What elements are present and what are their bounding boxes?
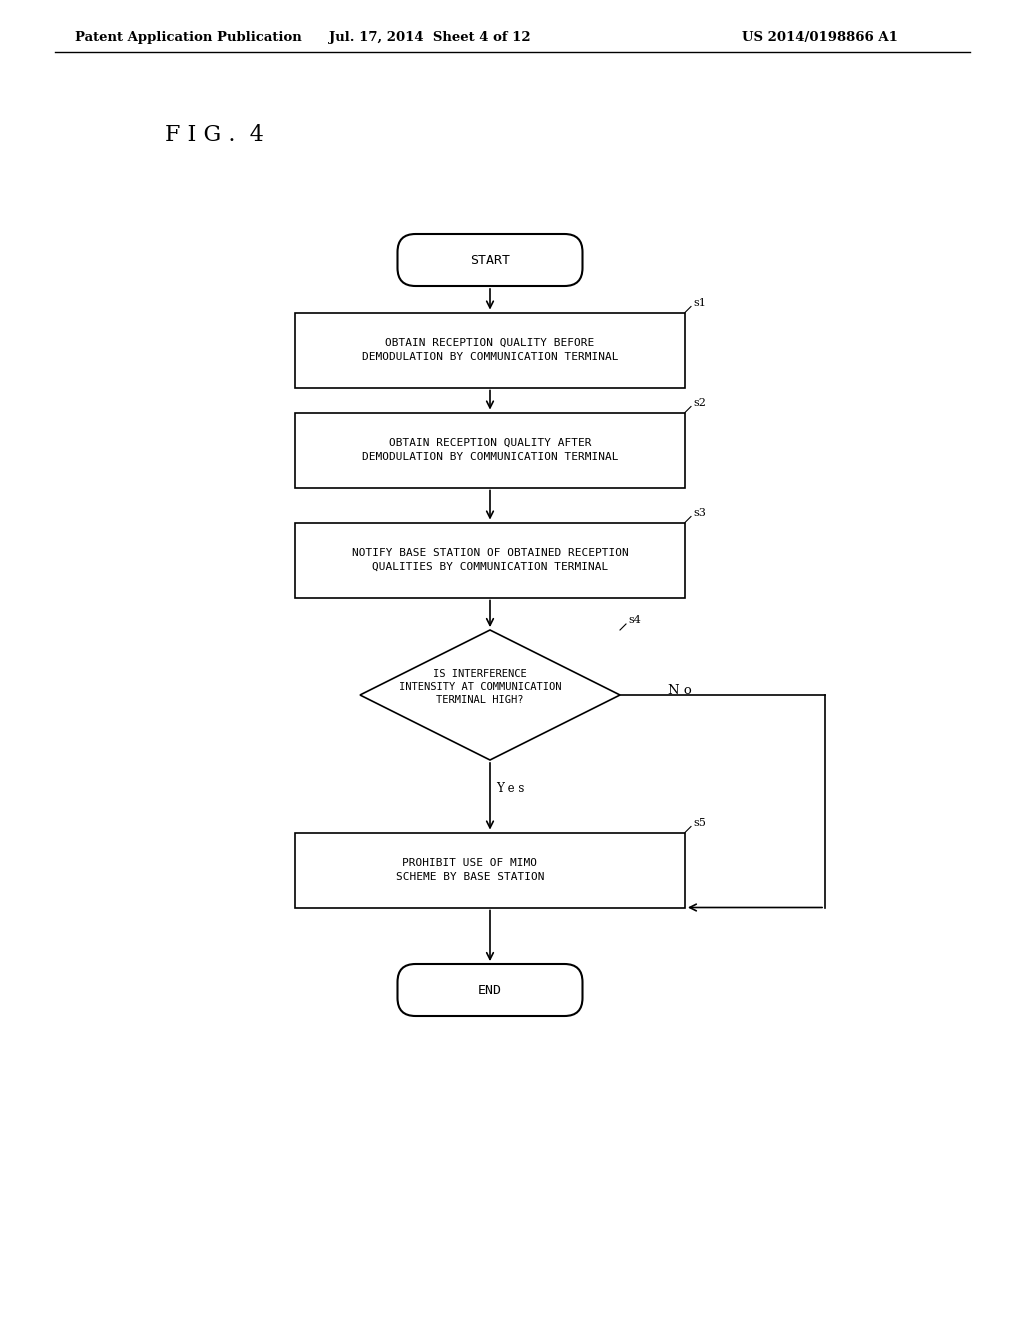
Polygon shape [360, 630, 620, 760]
Text: OBTAIN RECEPTION QUALITY AFTER
DEMODULATION BY COMMUNICATION TERMINAL: OBTAIN RECEPTION QUALITY AFTER DEMODULAT… [361, 438, 618, 462]
Text: OBTAIN RECEPTION QUALITY BEFORE
DEMODULATION BY COMMUNICATION TERMINAL: OBTAIN RECEPTION QUALITY BEFORE DEMODULA… [361, 338, 618, 362]
Text: IS INTERFERENCE
INTENSITY AT COMMUNICATION
TERMINAL HIGH?: IS INTERFERENCE INTENSITY AT COMMUNICATI… [398, 669, 561, 705]
Text: s1: s1 [693, 297, 706, 308]
Bar [295, 412, 685, 487]
Text: F I G .  4: F I G . 4 [165, 124, 264, 147]
Text: END: END [478, 983, 502, 997]
Text: Jul. 17, 2014  Sheet 4 of 12: Jul. 17, 2014 Sheet 4 of 12 [329, 30, 530, 44]
Text: START: START [470, 253, 510, 267]
Text: s5: s5 [693, 817, 706, 828]
Text: Patent Application Publication: Patent Application Publication [75, 30, 302, 44]
Bar [295, 523, 685, 598]
Bar [295, 833, 685, 908]
FancyBboxPatch shape [397, 964, 583, 1016]
Text: PROHIBIT USE OF MIMO
SCHEME BY BASE STATION: PROHIBIT USE OF MIMO SCHEME BY BASE STAT… [395, 858, 544, 882]
Text: N o: N o [668, 684, 692, 697]
Bar [295, 313, 685, 388]
Text: s4: s4 [628, 615, 641, 624]
Text: US 2014/0198866 A1: US 2014/0198866 A1 [742, 30, 898, 44]
Text: s3: s3 [693, 507, 706, 517]
FancyBboxPatch shape [397, 234, 583, 286]
Text: s2: s2 [693, 397, 706, 408]
Text: NOTIFY BASE STATION OF OBTAINED RECEPTION
QUALITIES BY COMMUNICATION TERMINAL: NOTIFY BASE STATION OF OBTAINED RECEPTIO… [351, 548, 629, 572]
Text: Y e s: Y e s [496, 781, 524, 795]
